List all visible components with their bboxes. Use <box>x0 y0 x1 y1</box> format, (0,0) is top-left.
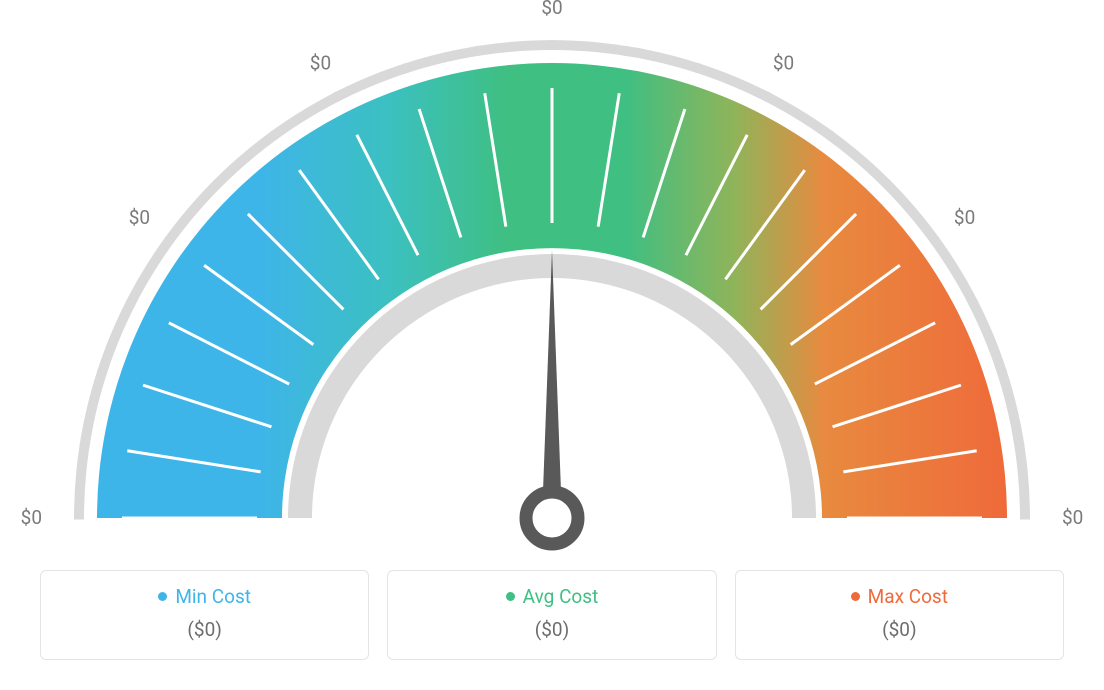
legend-title-avg: Avg Cost <box>506 585 599 608</box>
cost-gauge-container: $0 $0 $0 $0 $0 $0 $0 Min Cost ($0) Avg Cost ($… <box>0 0 1104 690</box>
svg-text:$0: $0 <box>773 52 794 75</box>
gauge-chart: $0 $0 $0 $0 $0 $0 $0 <box>0 0 1104 560</box>
legend-dot-max <box>851 592 860 601</box>
svg-text:$0: $0 <box>310 52 331 75</box>
legend-label-min: Min Cost <box>175 585 251 608</box>
legend-value-max: ($0) <box>746 618 1053 641</box>
gauge-svg: $0 $0 $0 $0 $0 $0 $0 <box>0 0 1104 560</box>
legend-card-avg: Avg Cost ($0) <box>387 570 716 660</box>
legend-card-max: Max Cost ($0) <box>735 570 1064 660</box>
legend-label-max: Max Cost <box>868 585 948 608</box>
svg-text:$0: $0 <box>954 206 975 229</box>
legend-label-avg: Avg Cost <box>523 585 599 608</box>
legend-value-avg: ($0) <box>398 618 705 641</box>
svg-text:$0: $0 <box>1062 506 1083 529</box>
legend-dot-min <box>158 592 167 601</box>
legend-dot-avg <box>506 592 515 601</box>
svg-text:$0: $0 <box>129 206 150 229</box>
legend-value-min: ($0) <box>51 618 358 641</box>
legend-title-min: Min Cost <box>158 585 251 608</box>
svg-text:$0: $0 <box>21 506 42 529</box>
legend-card-min: Min Cost ($0) <box>40 570 369 660</box>
legend-title-max: Max Cost <box>851 585 948 608</box>
svg-text:$0: $0 <box>541 0 562 19</box>
legend-row: Min Cost ($0) Avg Cost ($0) Max Cost ($0… <box>0 570 1104 660</box>
